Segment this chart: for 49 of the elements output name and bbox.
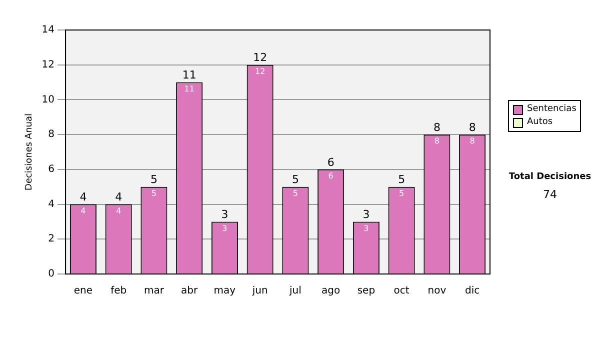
legend-label: Sentencias xyxy=(527,103,576,116)
total-label: 3 xyxy=(362,208,370,222)
y-tick-label: 14 xyxy=(42,24,55,36)
legend-label: Autos xyxy=(527,116,553,129)
x-tick-label: ene xyxy=(74,286,93,297)
text: 74 xyxy=(542,188,558,201)
total-label: 12 xyxy=(253,51,268,64)
data-label: 8 xyxy=(470,136,475,146)
x-tick-label: abr xyxy=(181,286,199,297)
data-label: 5 xyxy=(292,188,298,198)
total-label: 8 xyxy=(433,120,440,134)
y-tick-label: 12 xyxy=(42,59,55,70)
x-tick-label: may xyxy=(214,286,236,297)
x-tick-label: ago xyxy=(322,286,340,297)
data-label: 11 xyxy=(184,84,194,94)
x-tick-label: dic xyxy=(465,286,480,297)
y-axis-title: Decisiones Anual xyxy=(24,114,35,190)
y-tick-label: 10 xyxy=(42,94,55,106)
total-label: 8 xyxy=(468,120,476,134)
x-tick-label: mar xyxy=(144,286,165,297)
data-label: 5 xyxy=(399,188,404,198)
x-tick-label: feb xyxy=(110,286,127,297)
total-label: 5 xyxy=(292,173,299,186)
data-label: 6 xyxy=(328,172,334,181)
data-label: 5 xyxy=(151,188,157,198)
data-label: 4 xyxy=(80,206,86,216)
x-tick-label: jun xyxy=(251,286,268,297)
x-tick-label: oct xyxy=(394,286,410,297)
data-label: 8 xyxy=(434,136,440,146)
x-tick-label: sep xyxy=(357,286,376,297)
y-tick-label: 6 xyxy=(48,164,55,176)
total-label: 4 xyxy=(80,190,87,204)
data-label: 12 xyxy=(254,66,266,76)
x-tick-label: nov xyxy=(428,286,446,297)
y-tick-label: 2 xyxy=(48,234,55,245)
total-label: 4 xyxy=(115,190,122,204)
data-label: 3 xyxy=(364,224,369,233)
y-tick-label: 0 xyxy=(48,268,55,280)
data-label: 3 xyxy=(222,224,228,233)
total-label: 3 xyxy=(221,208,228,222)
y-tick-label: 8 xyxy=(48,129,55,140)
total-label: 11 xyxy=(182,68,196,82)
text: Total Decisiones xyxy=(508,172,592,182)
y-tick-label: 4 xyxy=(48,198,55,210)
total-label: 5 xyxy=(150,173,158,186)
total-label: 6 xyxy=(327,156,334,169)
total-label: 5 xyxy=(398,173,406,186)
x-tick-label: jul xyxy=(288,286,302,297)
data-label: 4 xyxy=(116,206,122,216)
